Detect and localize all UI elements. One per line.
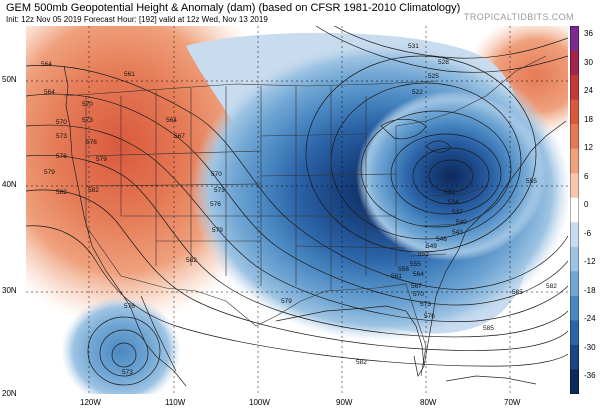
contour-label: 564 bbox=[166, 117, 177, 124]
political-boundaries bbox=[63, 55, 547, 377]
contour-label: 582 bbox=[186, 257, 197, 264]
colorbar-swatch bbox=[570, 246, 579, 272]
contour-label: 531 bbox=[408, 43, 419, 50]
contour-label: 573 bbox=[122, 369, 133, 376]
map-canvas: 5645615705735765795825645675705735765795… bbox=[26, 26, 568, 394]
lat-label: 50N bbox=[2, 75, 17, 84]
contour-label: 585 bbox=[483, 325, 494, 332]
brand-watermark: TROPICALTIDBITS.COM bbox=[464, 12, 574, 22]
colorbar-swatch bbox=[570, 320, 579, 346]
colorbar-tick-label: -18 bbox=[584, 285, 596, 295]
lon-label: 80W bbox=[420, 398, 437, 407]
colorbar-swatch bbox=[570, 344, 579, 370]
contour-label: 564 bbox=[413, 271, 424, 278]
colorbar-tick-label: 0 bbox=[584, 200, 589, 209]
contour-label: 555 bbox=[410, 261, 421, 268]
lon-label: 70W bbox=[504, 398, 521, 407]
colorbar-swatch bbox=[570, 271, 579, 297]
contour-label: 561 bbox=[124, 71, 135, 78]
colorbar-tick-label: -30 bbox=[584, 342, 596, 352]
contour-label: 534 bbox=[448, 199, 459, 206]
lat-label: 40N bbox=[2, 180, 17, 189]
contour-label: 582 bbox=[356, 359, 367, 366]
contour-label: 570 bbox=[211, 171, 222, 178]
contour-label: 576 bbox=[424, 313, 435, 320]
contour-label: 576 bbox=[210, 201, 221, 208]
contour-label: 579 bbox=[44, 169, 55, 176]
contour-label: 579 bbox=[96, 156, 107, 163]
colorbar-swatch bbox=[570, 173, 579, 199]
contour-label: 573 bbox=[56, 133, 67, 140]
colorbar-tick-label: -12 bbox=[584, 257, 596, 266]
lon-label: 110W bbox=[165, 398, 186, 407]
colorbar-swatch bbox=[570, 148, 579, 174]
lat-label: 20N bbox=[2, 389, 17, 398]
contour-label: 576 bbox=[56, 153, 67, 160]
contour-label: 585 bbox=[512, 289, 523, 296]
contour-label: 582 bbox=[546, 283, 557, 290]
contour-label: 570 bbox=[56, 119, 67, 126]
chart-header: GEM 500mb Geopotential Height & Anomaly … bbox=[0, 0, 600, 26]
lon-label: 100W bbox=[249, 398, 270, 407]
colorbar-swatch bbox=[570, 295, 579, 321]
colorbar-tick-label: -24 bbox=[584, 314, 596, 323]
contour-label: 552 bbox=[418, 251, 429, 258]
contour-label: 522 bbox=[412, 89, 423, 96]
anomaly-shading bbox=[26, 26, 568, 394]
lon-label: 90W bbox=[336, 398, 353, 407]
lat-label: 30N bbox=[2, 286, 17, 295]
lon-label: 120W bbox=[80, 398, 101, 407]
contour-label: 564 bbox=[41, 61, 52, 68]
contour-label: 564 bbox=[44, 89, 55, 96]
grid-lines bbox=[26, 26, 568, 394]
contour-label: 540 bbox=[456, 219, 467, 226]
colorbar-tick-label: 6 bbox=[584, 171, 589, 181]
map-subtitle: Init: 12z Nov 05 2019 Forecast Hour: [19… bbox=[6, 15, 268, 24]
colorbar-tick-label: 24 bbox=[584, 86, 593, 95]
colorbar bbox=[570, 26, 579, 394]
colorbar-tick-label: -36 bbox=[584, 371, 596, 380]
colorbar-swatch bbox=[570, 369, 579, 394]
contour-label: 576 bbox=[86, 139, 97, 146]
contour-label: 579 bbox=[212, 227, 223, 234]
colorbar-swatch bbox=[570, 26, 579, 52]
colorbar-swatch bbox=[570, 99, 579, 125]
contour-label: 573 bbox=[214, 187, 225, 194]
colorbar-tick-label: -6 bbox=[584, 228, 592, 238]
contour-label: 579 bbox=[281, 298, 292, 305]
map-panel: 564 561 570 573 576 579 582 564 567 570 573 576 579 5… bbox=[26, 26, 568, 394]
map-title: GEM 500mb Geopotential Height & Anomaly … bbox=[6, 2, 461, 14]
colorbar-tick-label: 30 bbox=[584, 57, 593, 67]
colorbar-tick-label: 18 bbox=[584, 114, 593, 124]
contour-label: 525 bbox=[428, 73, 439, 80]
contour-label: 561 bbox=[391, 273, 402, 280]
contour-label: 576 bbox=[124, 303, 135, 310]
colorbar-swatch bbox=[570, 50, 579, 76]
colorbar-swatch bbox=[570, 222, 579, 248]
contour-label: 582 bbox=[88, 187, 99, 194]
contour-label: 549 bbox=[426, 243, 437, 250]
contour-label: 567 bbox=[174, 133, 185, 140]
colorbar-swatch bbox=[570, 197, 579, 223]
contour-label: 543 bbox=[452, 229, 463, 236]
contour-label: 573 bbox=[82, 117, 93, 124]
colorbar-tick-label: 36 bbox=[584, 29, 593, 38]
contour-label: 546 bbox=[436, 236, 447, 243]
colorbar-swatch bbox=[570, 75, 579, 101]
contour-label: 528 bbox=[438, 59, 449, 66]
colorbar-tick-label: 12 bbox=[584, 143, 593, 152]
contour-labels: 5645615705735765795825645675705735765795… bbox=[41, 43, 557, 376]
contour-label: 537 bbox=[452, 209, 463, 216]
colorbar-swatch bbox=[570, 124, 579, 150]
contour-label: 573 bbox=[420, 301, 431, 308]
contour-label: 570 bbox=[413, 291, 424, 298]
contour-label: 531 bbox=[444, 189, 455, 196]
contour-label: 555 bbox=[526, 178, 537, 185]
contour-label: 567 bbox=[411, 283, 422, 290]
contour-label: 582 bbox=[56, 189, 67, 196]
contour-label: 558 bbox=[398, 266, 409, 273]
contour-label: 570 bbox=[82, 101, 93, 108]
